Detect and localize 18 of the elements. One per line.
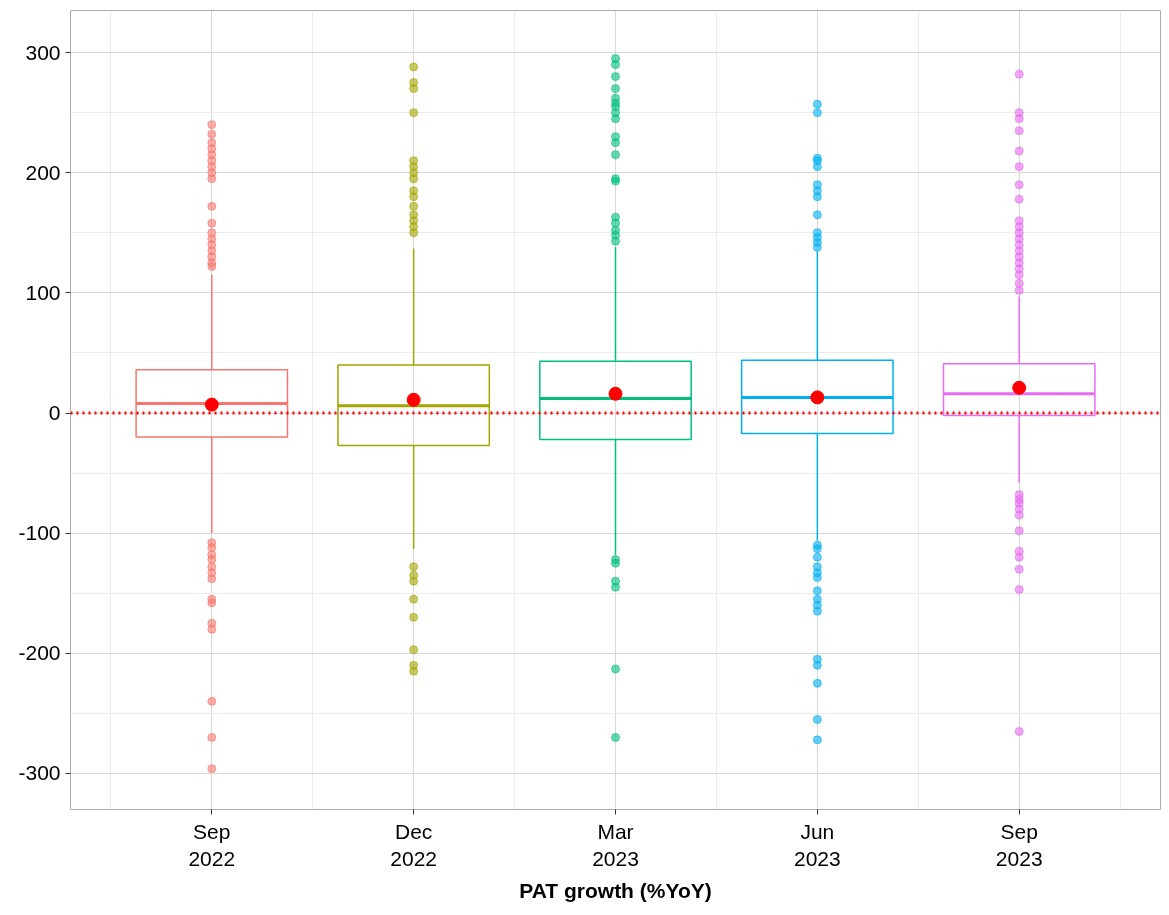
x-tick-label: Mar 2023	[592, 819, 639, 871]
x-tick-label: Dec 2022	[390, 819, 438, 871]
y-tick-label: 200	[25, 160, 61, 184]
y-tick-label: -200	[18, 641, 61, 665]
point	[1012, 380, 1027, 395]
y-tick-label: -100	[18, 521, 61, 545]
x-tick-label: Jun 2023	[793, 819, 841, 871]
x-tick-label: Sep 2023	[995, 819, 1043, 871]
x-axis-title: PAT growth (%YoY)	[519, 879, 712, 903]
point	[608, 386, 623, 401]
y-tick-label: 0	[48, 401, 61, 424]
point	[204, 397, 219, 412]
point	[810, 390, 825, 405]
y-tick-label: 300	[25, 40, 61, 64]
y-tick-label: 100	[25, 280, 61, 304]
point	[406, 392, 421, 407]
x-tick-label: Sep 2022	[188, 819, 236, 871]
y-tick-label: -300	[18, 761, 61, 785]
